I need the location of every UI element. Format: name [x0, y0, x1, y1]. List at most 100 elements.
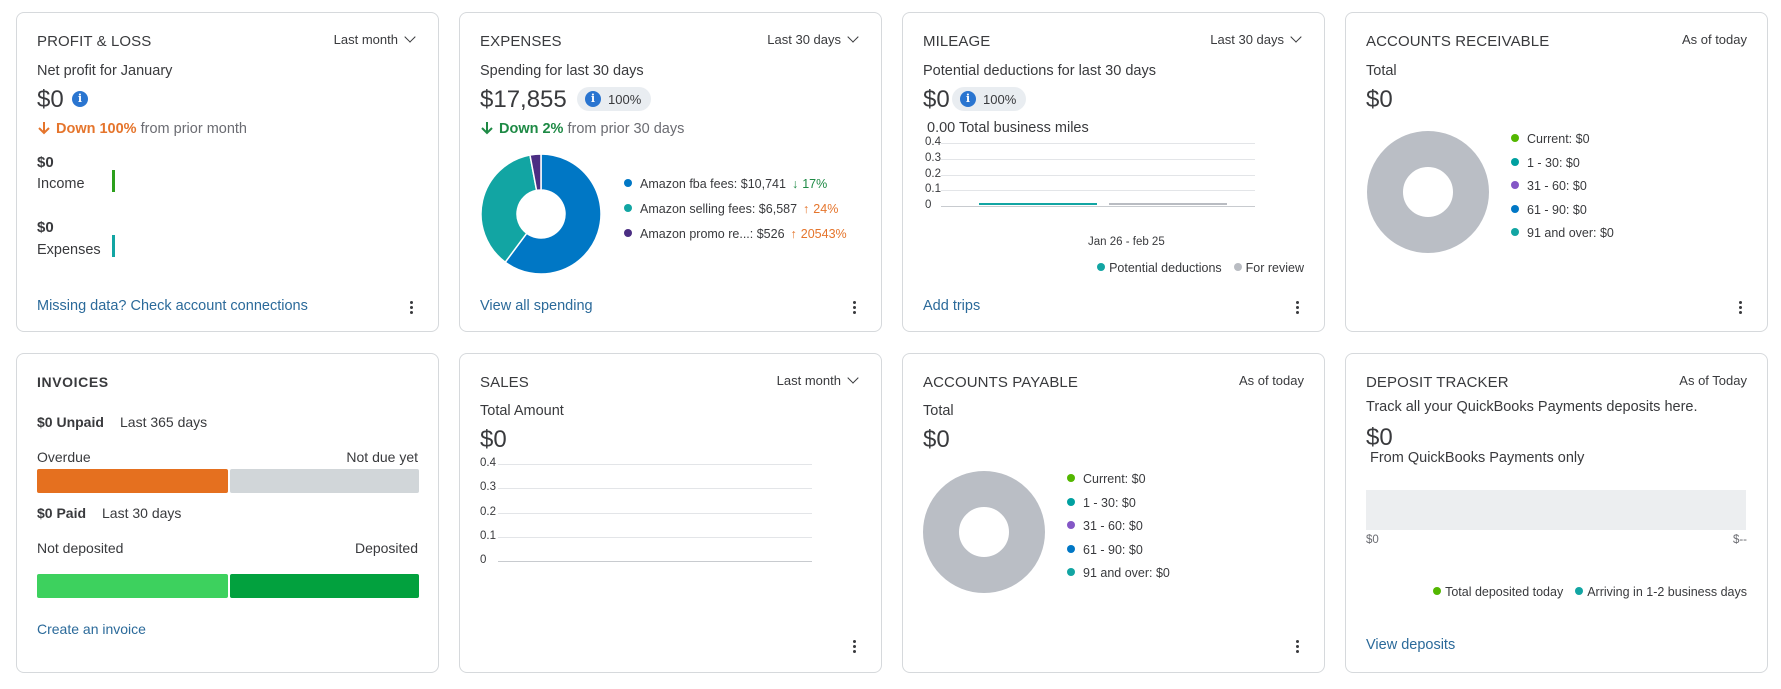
- y-tick-label: 0: [480, 554, 487, 567]
- more-options-icon[interactable]: [1739, 301, 1743, 316]
- y-tick-label: 0.4: [480, 457, 496, 469]
- overdue-label: Overdue: [37, 449, 91, 465]
- potential-deductions-bar[interactable]: [979, 203, 1097, 205]
- legend-label: 61 - 90: $0: [1083, 542, 1143, 557]
- legend-dot: [1067, 544, 1075, 553]
- sales-card: SALES Last month Total Amount $0 0.4 0.3 0…: [459, 353, 882, 673]
- more-options-icon[interactable]: [410, 301, 414, 316]
- expenses-amount: $17,855: [480, 86, 567, 113]
- deposit-note: From QuickBooks Payments only: [1370, 450, 1585, 466]
- card-subtitle: Total: [923, 403, 954, 419]
- change-indicator: Down 100% from prior month: [37, 121, 247, 137]
- ar-donut-chart[interactable]: [1367, 131, 1489, 253]
- card-title: INVOICES: [37, 374, 109, 390]
- view-all-spending-link[interactable]: View all spending: [480, 298, 593, 314]
- donut-slice-1[interactable]: [504, 153, 602, 275]
- accounts-receivable-card: ACCOUNTS RECEIVABLE As of today Total $0…: [1345, 12, 1768, 332]
- invoices-card: INVOICES $0 Unpaid Last 365 days Overdue…: [16, 353, 439, 673]
- legend-item: 31 - 60: $0: [1067, 519, 1170, 533]
- expenses-label: Expenses: [37, 242, 101, 258]
- not-deposited-bar[interactable]: [37, 574, 228, 598]
- y-tick-label: 0.3: [925, 151, 941, 164]
- info-icon[interactable]: i: [960, 91, 976, 107]
- ar-amount: $0: [1366, 86, 1393, 113]
- income-bar: [112, 170, 115, 192]
- ap-donut-chart[interactable]: [923, 471, 1045, 593]
- info-icon[interactable]: i: [585, 91, 601, 107]
- more-options-icon[interactable]: [1296, 301, 1300, 316]
- not-due-label: Not due yet: [346, 449, 418, 465]
- deposited-bar[interactable]: [230, 574, 419, 598]
- pill-value: 100%: [983, 91, 1017, 107]
- legend-change: 24%: [813, 202, 839, 216]
- card-subtitle: Spending for last 30 days: [480, 63, 644, 79]
- legend-label: Potential deductions: [1109, 261, 1222, 275]
- arrow-down-icon: [481, 122, 493, 135]
- legend-dot: [1511, 228, 1519, 236]
- more-options-icon[interactable]: [1296, 640, 1300, 655]
- change-suffix: from prior month: [140, 121, 247, 137]
- deposited-label: Deposited: [354, 540, 418, 556]
- period-dropdown[interactable]: Last 30 days: [767, 31, 859, 47]
- legend-label: Amazon selling fees: $6,587: [640, 202, 798, 216]
- paid-amount: $0 Paid: [37, 505, 87, 521]
- not-due-bar[interactable]: [230, 469, 419, 493]
- as-of-label: As of today: [1681, 32, 1747, 47]
- legend-change: 20543%: [800, 227, 847, 241]
- add-trips-link[interactable]: Add trips: [923, 298, 981, 314]
- legend-item: Current: $0: [1067, 472, 1170, 486]
- donut-slice-2[interactable]: [480, 154, 538, 264]
- y-tick-label: 0.1: [925, 183, 941, 196]
- more-options-icon[interactable]: [853, 640, 857, 655]
- legend-label: For review: [1245, 261, 1304, 275]
- as-of-label: As of Today: [1679, 373, 1747, 388]
- period-label: Last 30 days: [1210, 32, 1284, 47]
- expenses-donut-chart[interactable]: [480, 153, 602, 275]
- chevron-down-icon: [404, 31, 416, 43]
- period-label: Last month: [333, 32, 398, 47]
- expense-legend-item[interactable]: Amazon promo re...: $526 ↑ 20543%: [624, 227, 847, 241]
- legend-dot: [1575, 587, 1584, 595]
- legend-dot: [1433, 587, 1442, 595]
- card-title: ACCOUNTS RECEIVABLE: [1366, 33, 1550, 50]
- info-icon[interactable]: i: [72, 91, 88, 107]
- card-subtitle: Potential deductions for last 30 days: [923, 63, 1156, 79]
- legend-item: For review: [1233, 261, 1304, 275]
- legend-label: 1 - 30: $0: [1083, 495, 1136, 510]
- more-options-icon[interactable]: [853, 301, 857, 316]
- grid-line: [941, 190, 1255, 192]
- create-invoice-link[interactable]: Create an invoice: [37, 621, 146, 637]
- legend-item: 91 and over: $0: [1511, 226, 1614, 240]
- income-amount: $0: [37, 154, 54, 171]
- grid-line: [941, 158, 1255, 160]
- legend-label: Arriving in 1-2 business days: [1587, 585, 1747, 599]
- legend-item: Potential deductions: [1097, 261, 1222, 275]
- chevron-down-icon: [1290, 31, 1302, 43]
- axis-min-label: $0: [1366, 534, 1379, 546]
- y-tick-label: 0.1: [480, 529, 496, 542]
- period-dropdown[interactable]: Last 30 days: [1210, 31, 1302, 47]
- card-title: PROFIT & LOSS: [37, 33, 152, 50]
- total-miles: 0.00 Total business miles: [927, 120, 1089, 136]
- legend-item: 91 and over: $0: [1067, 566, 1170, 580]
- ap-amount: $0: [923, 426, 950, 453]
- period-dropdown[interactable]: Last month: [776, 372, 859, 388]
- card-subtitle: Net profit for January: [37, 63, 173, 79]
- check-connections-link[interactable]: Missing data? Check account connections: [37, 298, 308, 314]
- view-deposits-link[interactable]: View deposits: [1366, 637, 1456, 653]
- arrow-down-icon: [38, 122, 50, 135]
- sales-amount: $0: [480, 426, 507, 453]
- legend-item: Total deposited today: [1433, 585, 1563, 599]
- for-review-bar[interactable]: [1109, 203, 1227, 205]
- card-subtitle: Total Amount: [480, 403, 564, 419]
- not-deposited-label: Not deposited: [37, 540, 124, 556]
- expense-legend-item[interactable]: Amazon selling fees: $6,587 ↑ 24%: [624, 202, 847, 216]
- expenses-card: EXPENSES Last 30 days Spending for last …: [459, 12, 882, 332]
- overdue-bar[interactable]: [37, 469, 228, 493]
- donut-slice-3[interactable]: [529, 153, 542, 192]
- period-label: Last month: [776, 373, 841, 388]
- grid-line: [498, 512, 812, 514]
- period-dropdown[interactable]: Last month: [333, 31, 416, 47]
- legend-item: Current: $0: [1511, 132, 1614, 146]
- expense-legend-item[interactable]: Amazon fba fees: $10,741 ↓ 17%: [624, 177, 847, 191]
